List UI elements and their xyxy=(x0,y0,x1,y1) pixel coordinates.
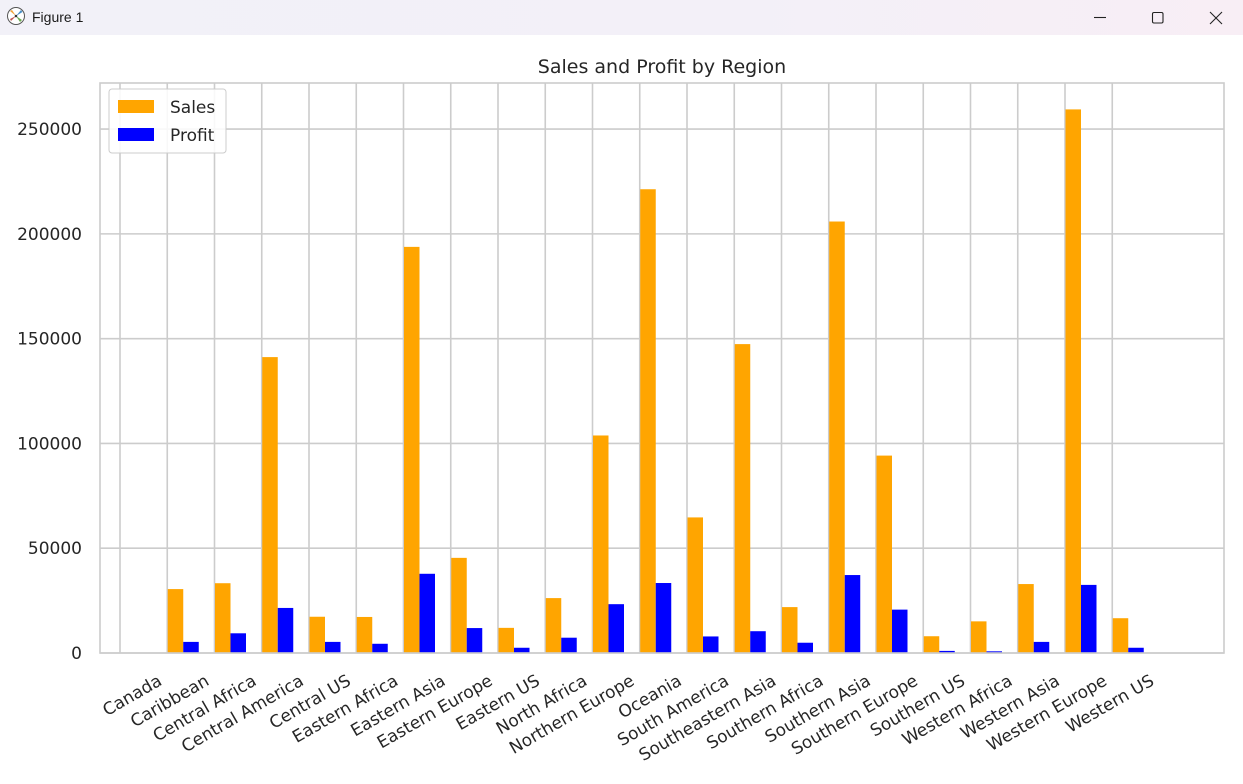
bar-profit xyxy=(1033,641,1050,653)
bar-profit xyxy=(655,583,672,653)
legend-swatch-profit xyxy=(118,128,154,141)
close-button[interactable] xyxy=(1187,0,1243,35)
bar-profit xyxy=(372,643,388,653)
y-tick-label: 0 xyxy=(71,644,82,664)
figure-canvas: 0 50000 100000 150000 200000 250000 Canada Cari… xyxy=(0,35,1243,784)
bar-sales xyxy=(734,344,751,653)
bar-profit xyxy=(1128,647,1144,653)
maximize-icon xyxy=(1151,11,1164,24)
bar-profit xyxy=(325,641,341,653)
close-icon xyxy=(1209,11,1223,25)
bar-sales xyxy=(971,621,987,653)
bars xyxy=(167,109,1144,654)
grid-lines xyxy=(100,83,1224,654)
bar-profit xyxy=(419,573,435,653)
bar-chart: 050000100000150000200000250000CanadaCari… xyxy=(17,56,1225,766)
minimize-icon xyxy=(1094,16,1106,19)
bar-profit xyxy=(986,651,1002,653)
window-title: Figure 1 xyxy=(32,9,84,25)
bar-sales xyxy=(1112,618,1129,653)
bar-sales xyxy=(1065,109,1081,653)
bar-profit xyxy=(1081,584,1097,653)
bar-sales xyxy=(215,583,231,653)
window-titlebar: Figure 1 xyxy=(0,0,1243,35)
bar-sales xyxy=(545,598,562,653)
y-tick-label: 100000 xyxy=(17,434,82,454)
bar-sales xyxy=(829,221,845,654)
y-tick-label: 250000 xyxy=(17,120,82,140)
bar-sales xyxy=(876,455,892,653)
bar-profit xyxy=(183,641,199,653)
bar-sales xyxy=(1018,584,1034,653)
bar-profit xyxy=(277,607,294,653)
bar-sales xyxy=(593,435,609,653)
bar-profit xyxy=(561,637,577,653)
bar-profit xyxy=(703,636,719,653)
bar-profit xyxy=(844,575,861,653)
bar-sales xyxy=(687,517,703,653)
bar-sales xyxy=(404,246,420,653)
bar-sales xyxy=(167,589,184,653)
bar-sales xyxy=(309,616,325,653)
bar-profit xyxy=(750,631,766,653)
bar-sales xyxy=(923,636,940,653)
bar-sales xyxy=(640,189,656,653)
bar-profit xyxy=(797,642,813,653)
bar-profit xyxy=(466,628,483,653)
bar-profit xyxy=(608,604,624,653)
y-tick-label: 150000 xyxy=(17,330,82,350)
y-tick-label: 200000 xyxy=(17,225,82,245)
axes-frame xyxy=(99,82,1225,654)
bar-profit xyxy=(230,633,246,653)
bar-sales xyxy=(498,627,514,653)
y-tick-label: 50000 xyxy=(28,539,82,559)
bar-sales xyxy=(262,357,278,653)
maximize-button[interactable] xyxy=(1129,0,1187,35)
legend-label-profit: Profit xyxy=(170,126,215,146)
bar-sales xyxy=(356,616,373,653)
legend-swatch-sales xyxy=(118,100,154,113)
legend-label-sales: Sales xyxy=(170,98,215,118)
minimize-button[interactable] xyxy=(1071,0,1129,35)
bar-profit xyxy=(892,609,908,653)
bar-sales xyxy=(782,607,798,653)
axes: 050000100000150000200000250000CanadaCari… xyxy=(17,82,1225,766)
bar-profit xyxy=(939,650,955,653)
bar-profit xyxy=(514,647,530,653)
chart-title: Sales and Profit by Region xyxy=(538,56,786,78)
bar-sales xyxy=(451,557,467,653)
legend: Sales Profit xyxy=(108,88,227,154)
matplotlib-logo-icon xyxy=(7,7,25,25)
